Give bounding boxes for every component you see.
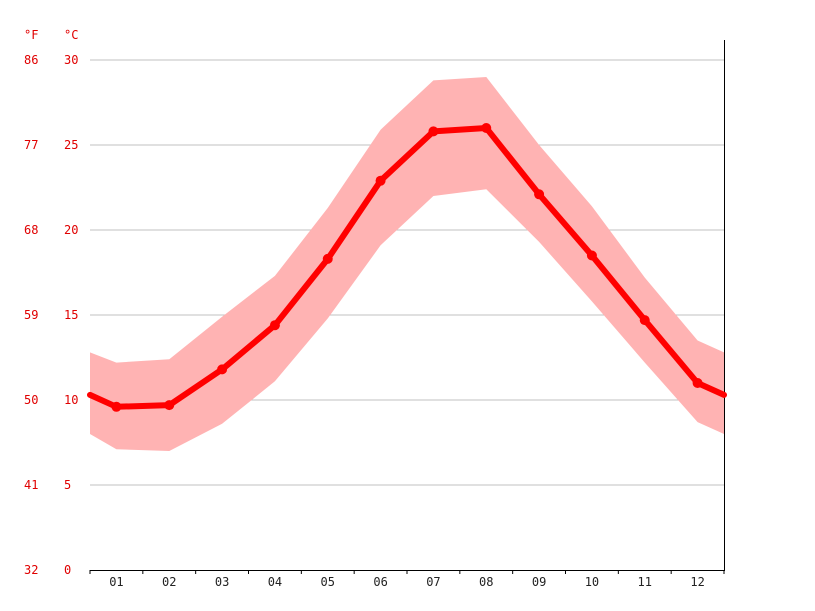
y-tick-fahrenheit: 86 <box>24 53 38 67</box>
x-tick-label: 11 <box>638 575 652 589</box>
y-tick-fahrenheit: 77 <box>24 138 38 152</box>
temperature-series <box>87 123 727 412</box>
x-tick-label: 04 <box>268 575 282 589</box>
y-tick-fahrenheit: 50 <box>24 393 38 407</box>
data-point <box>586 250 597 261</box>
axes <box>89 40 725 574</box>
data-point <box>375 175 386 186</box>
tick-labels: °F °C 0 32 5 41 10 50 15 59 20 68 25 77 30 86 01 02 03 04… <box>24 28 705 589</box>
x-tick-label: 02 <box>162 575 176 589</box>
data-point <box>692 378 703 388</box>
x-tick-label: 07 <box>426 575 440 589</box>
y-tick-celsius: 15 <box>64 308 78 322</box>
x-tick-label: 06 <box>373 575 387 589</box>
y-tick-fahrenheit: 59 <box>24 308 38 322</box>
data-point <box>111 401 122 412</box>
data-point <box>269 320 280 331</box>
x-tick-label: 01 <box>109 575 123 589</box>
y-tick-celsius: 10 <box>64 393 78 407</box>
x-tick-label: 10 <box>585 575 599 589</box>
y-tick-celsius: 5 <box>64 478 71 492</box>
y-tick-celsius: 25 <box>64 138 78 152</box>
celsius-unit-label: °C <box>64 28 78 42</box>
data-point <box>639 315 650 326</box>
data-point <box>217 364 228 375</box>
y-tick-fahrenheit: 68 <box>24 223 38 237</box>
data-point <box>534 189 545 200</box>
temperature-range-band <box>90 77 724 451</box>
data-point <box>428 126 439 137</box>
y-tick-celsius: 20 <box>64 223 78 237</box>
x-tick-label: 05 <box>321 575 335 589</box>
data-point <box>481 123 492 133</box>
y-tick-celsius: 30 <box>64 53 78 67</box>
y-tick-fahrenheit: 32 <box>24 563 38 577</box>
data-point <box>164 400 175 411</box>
y-tick-celsius: 0 <box>64 563 71 577</box>
fahrenheit-unit-label: °F <box>24 28 38 42</box>
x-tick-label: 03 <box>215 575 229 589</box>
x-tick-label: 08 <box>479 575 493 589</box>
range-band <box>90 77 724 451</box>
x-tick-label: 12 <box>690 575 704 589</box>
x-tick-label: 09 <box>532 575 546 589</box>
series-line <box>87 125 727 410</box>
y-tick-fahrenheit: 41 <box>24 478 38 492</box>
data-point <box>322 253 333 264</box>
